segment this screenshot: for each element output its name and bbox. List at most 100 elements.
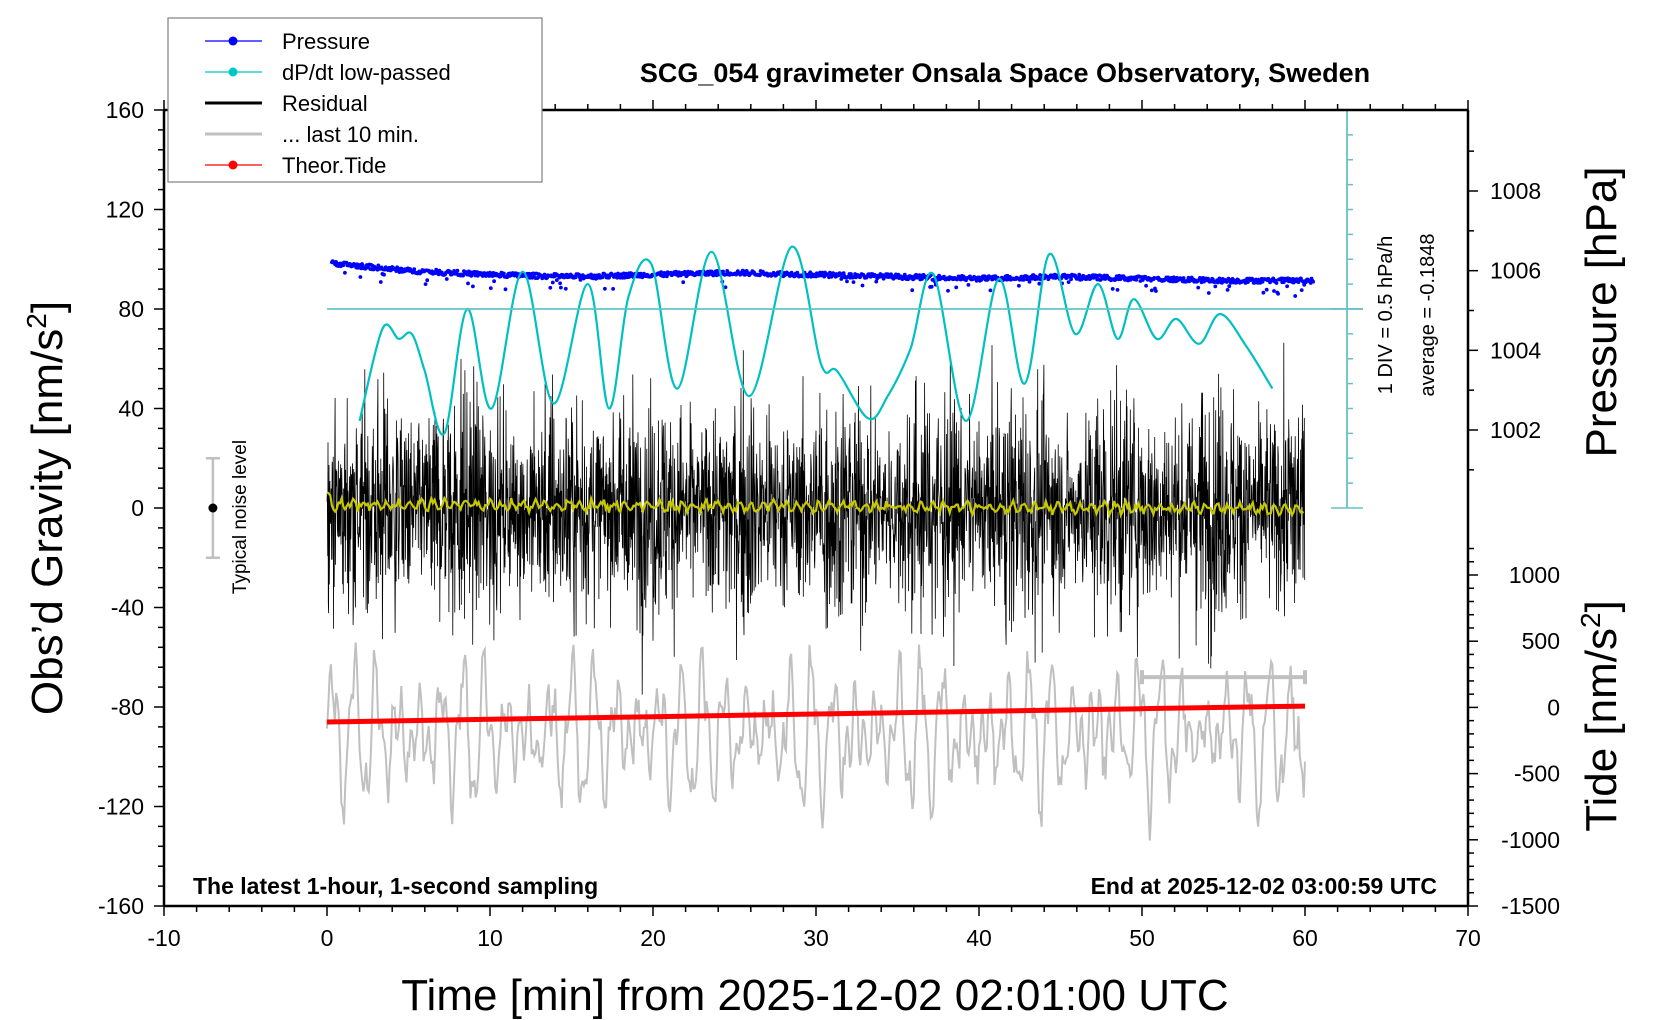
theor-tide-line — [326, 703, 1306, 725]
x-tick-label: 40 — [966, 925, 992, 951]
y-tick-label-pressure: 1008 — [1490, 178, 1541, 204]
pressure-point — [1181, 276, 1186, 280]
pressure-point — [1021, 277, 1026, 282]
pressure-point — [845, 279, 849, 284]
residual-series — [326, 342, 1306, 695]
pressure-point — [488, 286, 493, 290]
pressure-point — [557, 275, 562, 280]
pressure-point — [723, 285, 728, 290]
y-tick-label-pressure: 1006 — [1490, 258, 1541, 284]
annotation-bottom-right: End at 2025-12-02 03:00:59 UTC — [1091, 873, 1437, 899]
legend-label: Residual — [282, 91, 368, 116]
y-tick-label-left: -160 — [98, 893, 144, 919]
pressure-point — [600, 275, 605, 280]
legend-box — [167, 17, 543, 183]
pressure-point — [929, 284, 934, 289]
pressure-point — [851, 280, 856, 284]
pressure-point — [548, 285, 553, 290]
pressure-point — [382, 272, 386, 277]
pressure-point — [455, 268, 460, 273]
pressure-point — [1250, 277, 1255, 282]
pressure-point — [1066, 280, 1071, 284]
pressure-point — [1261, 290, 1266, 295]
x-tick-label: 60 — [1292, 925, 1318, 951]
x-tick-label: 30 — [803, 925, 829, 951]
last-10-min-line — [326, 642, 1306, 841]
theor-tide-series — [326, 703, 1306, 725]
pressure-point — [554, 278, 559, 282]
residual-smoothed-series — [326, 491, 1305, 519]
y-tick-label-tide: 0 — [1547, 694, 1560, 720]
pressure-point — [1115, 288, 1120, 292]
pressure-point — [503, 287, 508, 292]
pressure-point — [1299, 276, 1303, 281]
pressure-point — [1276, 291, 1280, 296]
y-axis-label-left-main: Obs’d Gravity [nm/s — [23, 329, 72, 715]
pressure-point — [1110, 287, 1115, 291]
pressure-point — [1224, 280, 1229, 284]
y-tick-label-left: -80 — [111, 694, 144, 720]
pressure-point — [492, 279, 496, 284]
pressure-point — [378, 280, 383, 284]
y-axis-label-tide-end: ] — [1577, 600, 1626, 612]
pressure-point — [841, 271, 846, 275]
pressure-point — [860, 283, 865, 288]
y-axis-label-pressure: Pressure [hPa] — [1577, 166, 1626, 457]
y-axis-label-tide-main: Tide [nm/s — [1577, 628, 1626, 832]
div-scale-annotation: 1 DIV = 0.5 hPa/h — [1375, 236, 1397, 394]
pressure-point — [469, 274, 474, 278]
pressure-point — [558, 281, 562, 286]
pressure-point — [874, 279, 879, 284]
pressure-point — [343, 270, 347, 275]
y-tick-label-pressure: 1002 — [1490, 417, 1541, 443]
pressure-point — [1134, 277, 1139, 282]
pressure-point — [559, 285, 563, 290]
y-tick-label-left: -40 — [111, 595, 144, 621]
pressure-point — [659, 270, 664, 274]
pressure-point — [1077, 272, 1082, 277]
pressure-point — [563, 286, 568, 291]
pressure-point — [611, 287, 615, 291]
chart-extras — [205, 109, 1363, 685]
y-tick-label-tide: 1000 — [1509, 562, 1560, 588]
pressure-point — [1213, 284, 1218, 289]
pressure-point — [1037, 281, 1042, 286]
pressure-point — [603, 286, 607, 291]
pressure-point — [550, 280, 555, 285]
dpdt-line — [358, 245, 1274, 436]
pressure-point — [425, 278, 430, 283]
residual-line — [326, 342, 1306, 695]
y-axis-label-left-sup: 2 — [21, 313, 52, 329]
legend-label: dP/dt low-passed — [282, 60, 451, 85]
pressure-point — [1206, 291, 1211, 295]
pressure-point — [1260, 279, 1265, 284]
y-axis-label-tide-sup: 2 — [1575, 612, 1606, 628]
last-10-min-series — [326, 642, 1306, 841]
pressure-point — [1271, 276, 1276, 281]
dpdt-series — [358, 245, 1274, 436]
x-tick-label: 70 — [1455, 925, 1481, 951]
y-tick-label-tide: 500 — [1522, 628, 1560, 654]
pressure-point — [1293, 294, 1298, 298]
y-axis-label-left-end: ] — [23, 301, 72, 313]
pressure-point — [977, 275, 981, 280]
y-tick-label-left: 160 — [106, 97, 144, 123]
pressure-point — [412, 267, 417, 272]
x-axis-label: Time [min] from 2025-12-02 02:01:00 UTC — [401, 971, 1228, 1020]
pressure-point — [988, 288, 993, 293]
pressure-point — [1154, 289, 1158, 293]
pressure-point — [471, 284, 475, 289]
y-tick-label-left: 120 — [106, 197, 144, 223]
pressure-point — [1272, 289, 1276, 293]
pressure-point — [502, 271, 506, 276]
y-tick-label-tide: -500 — [1514, 761, 1560, 787]
x-tick-label: 50 — [1129, 925, 1155, 951]
pressure-point — [358, 275, 363, 279]
legend-label: Pressure — [282, 29, 370, 54]
noise-level-dot — [208, 503, 218, 513]
y-axis-label-tide: Tide [nm/s2] — [1575, 600, 1626, 832]
legend-label: Theor.Tide — [282, 153, 386, 178]
legend-label: ... last 10 min. — [282, 122, 419, 147]
pressure-point — [721, 269, 725, 274]
